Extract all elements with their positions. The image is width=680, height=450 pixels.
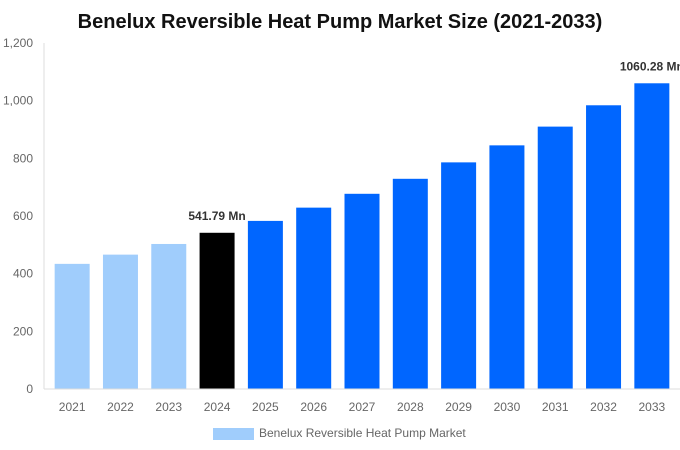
y-tick-label: 800 <box>13 151 33 165</box>
x-tick-label: 2031 <box>542 400 569 414</box>
bar-2031[interactable] <box>537 126 573 389</box>
bar-2024[interactable] <box>199 232 235 389</box>
x-tick-label: 2023 <box>155 400 182 414</box>
y-tick-label: 400 <box>13 267 33 281</box>
x-tick-label: 2027 <box>349 400 376 414</box>
bars <box>54 83 670 389</box>
y-axis: 0 200 400 600 800 1,000 1,200 <box>3 36 45 396</box>
bar-2029[interactable] <box>441 162 477 389</box>
bar-2028[interactable] <box>392 178 428 389</box>
data-labels: 541.79 Mn 1060.28 Mn <box>188 59 680 222</box>
y-tick-label: 200 <box>13 324 33 338</box>
x-tick-label: 2032 <box>590 400 617 414</box>
legend[interactable]: Benelux Reversible Heat Pump Market <box>213 426 466 440</box>
bar-2027[interactable] <box>344 193 380 389</box>
data-label: 541.79 Mn <box>188 209 245 223</box>
bar-2033[interactable] <box>634 83 670 389</box>
data-label: 1060.28 Mn <box>620 59 680 73</box>
x-tick-label: 2033 <box>638 400 665 414</box>
x-axis: 2021 2022 2023 2024 2025 2026 2027 2028 2029 2030… <box>44 388 680 414</box>
bar-2030[interactable] <box>489 145 525 389</box>
x-tick-label: 2024 <box>204 400 231 414</box>
x-tick-label: 2029 <box>445 400 472 414</box>
bar-2025[interactable] <box>247 220 283 389</box>
y-tick-label: 600 <box>13 209 33 223</box>
chart-title: Benelux Reversible Heat Pump Market Size… <box>78 11 603 33</box>
bar-2032[interactable] <box>586 105 622 389</box>
y-tick-label: 0 <box>26 382 33 396</box>
x-tick-label: 2028 <box>397 400 424 414</box>
legend-label: Benelux Reversible Heat Pump Market <box>259 426 466 440</box>
x-tick-label: 2025 <box>252 400 279 414</box>
x-tick-label: 2021 <box>59 400 86 414</box>
y-tick-label: 1,000 <box>3 94 33 108</box>
legend-swatch <box>213 428 254 440</box>
x-tick-label: 2030 <box>494 400 521 414</box>
y-tick-label: 1,200 <box>3 36 33 50</box>
bar-2022[interactable] <box>102 254 138 389</box>
x-tick-label: 2022 <box>107 400 134 414</box>
bar-2026[interactable] <box>296 207 332 389</box>
bar-2021[interactable] <box>54 263 90 389</box>
x-tick-label: 2026 <box>300 400 327 414</box>
bar-2023[interactable] <box>151 243 187 389</box>
